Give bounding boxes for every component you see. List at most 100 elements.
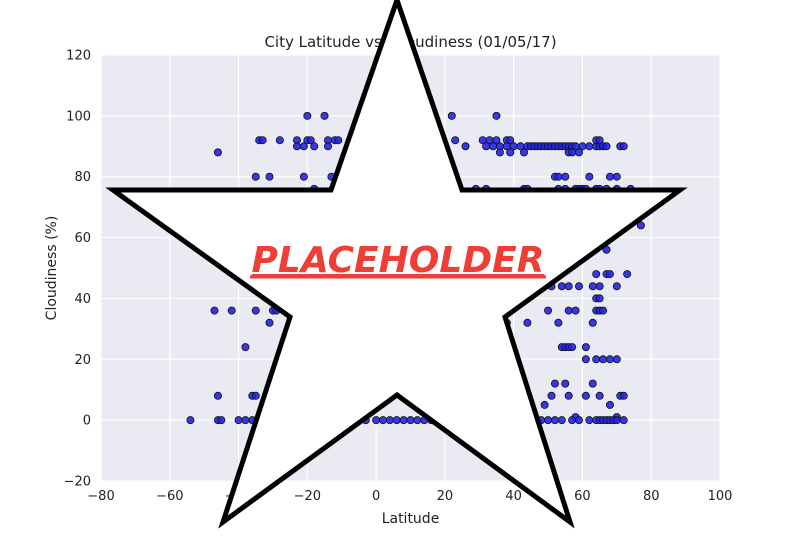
data-point [227, 306, 236, 315]
placeholder-label: PLACEHOLDER [252, 240, 545, 281]
x-tick-label: 40 [505, 489, 522, 504]
data-point [213, 391, 222, 400]
data-point [334, 136, 343, 145]
data-point [506, 148, 515, 157]
data-point [406, 416, 415, 425]
data-point [585, 172, 594, 181]
data-point [612, 172, 621, 181]
x-tick-label: −60 [156, 489, 183, 504]
data-point [251, 306, 260, 315]
data-point [592, 270, 601, 279]
data-point [612, 355, 621, 364]
y-tick-label: 120 [66, 49, 91, 64]
data-point [306, 136, 315, 145]
data-point [623, 270, 632, 279]
data-point [564, 391, 573, 400]
data-point [568, 343, 577, 352]
y-tick-label: −20 [64, 475, 91, 490]
data-point [561, 172, 570, 181]
data-point [554, 172, 563, 181]
data-point [612, 416, 621, 425]
data-point [492, 111, 501, 120]
data-point [561, 379, 570, 388]
data-point [595, 282, 604, 291]
y-axis-ticks: −20 0 20 40 60 80 100 120 [64, 49, 91, 490]
data-point [575, 282, 584, 291]
data-point [581, 355, 590, 364]
data-point [605, 400, 614, 409]
data-point [210, 306, 219, 315]
data-point [461, 142, 470, 151]
data-point [251, 391, 260, 400]
data-point [241, 343, 250, 352]
data-point [602, 142, 611, 151]
data-point [581, 391, 590, 400]
data-point [506, 136, 515, 145]
x-tick-label: 100 [708, 489, 733, 504]
data-point [619, 391, 628, 400]
x-axis-title: Latitude [382, 511, 440, 527]
x-tick-label: −20 [294, 489, 321, 504]
data-point [310, 142, 319, 151]
y-tick-label: 100 [66, 109, 91, 124]
data-point [557, 282, 566, 291]
data-point [619, 142, 628, 151]
data-point [275, 136, 284, 145]
data-point [619, 416, 628, 425]
data-point [293, 142, 302, 151]
data-point [550, 416, 559, 425]
data-point [489, 142, 498, 151]
data-point [588, 282, 597, 291]
data-point [265, 172, 274, 181]
data-point [605, 270, 614, 279]
y-tick-label: 20 [74, 353, 91, 368]
y-tick-label: 60 [74, 231, 91, 246]
data-point [495, 148, 504, 157]
data-point [550, 379, 559, 388]
data-point [605, 355, 614, 364]
data-point [258, 136, 267, 145]
x-tick-label: −80 [87, 489, 114, 504]
data-point [571, 306, 580, 315]
data-point [241, 416, 250, 425]
data-point [588, 379, 597, 388]
data-point [378, 416, 387, 425]
data-point [585, 416, 594, 425]
data-point [557, 416, 566, 425]
data-point [320, 111, 329, 120]
data-point [186, 416, 195, 425]
x-tick-label: 60 [574, 489, 591, 504]
data-point [399, 416, 408, 425]
data-point [392, 416, 401, 425]
data-point [265, 318, 274, 327]
data-point [595, 136, 604, 145]
x-tick-label: 80 [643, 489, 660, 504]
data-point [575, 148, 584, 157]
data-point [605, 172, 614, 181]
data-point [544, 416, 553, 425]
data-point [554, 318, 563, 327]
data-point [564, 306, 573, 315]
data-point [575, 416, 584, 425]
data-point [413, 416, 422, 425]
data-point [372, 416, 381, 425]
data-point [636, 221, 645, 230]
data-points [186, 111, 645, 425]
data-point [568, 148, 577, 157]
data-point [564, 282, 573, 291]
data-point [519, 148, 528, 157]
placeholder-star-shape [105, 0, 688, 529]
data-point [544, 306, 553, 315]
y-axis-title: Cloudiness (%) [44, 216, 60, 321]
data-point [599, 306, 608, 315]
data-point [523, 318, 532, 327]
data-point [303, 111, 312, 120]
data-point [234, 416, 243, 425]
data-point [323, 142, 332, 151]
y-tick-label: 40 [74, 292, 91, 307]
data-point [599, 355, 608, 364]
data-point [447, 111, 456, 120]
data-point [585, 142, 594, 151]
data-point [595, 294, 604, 303]
